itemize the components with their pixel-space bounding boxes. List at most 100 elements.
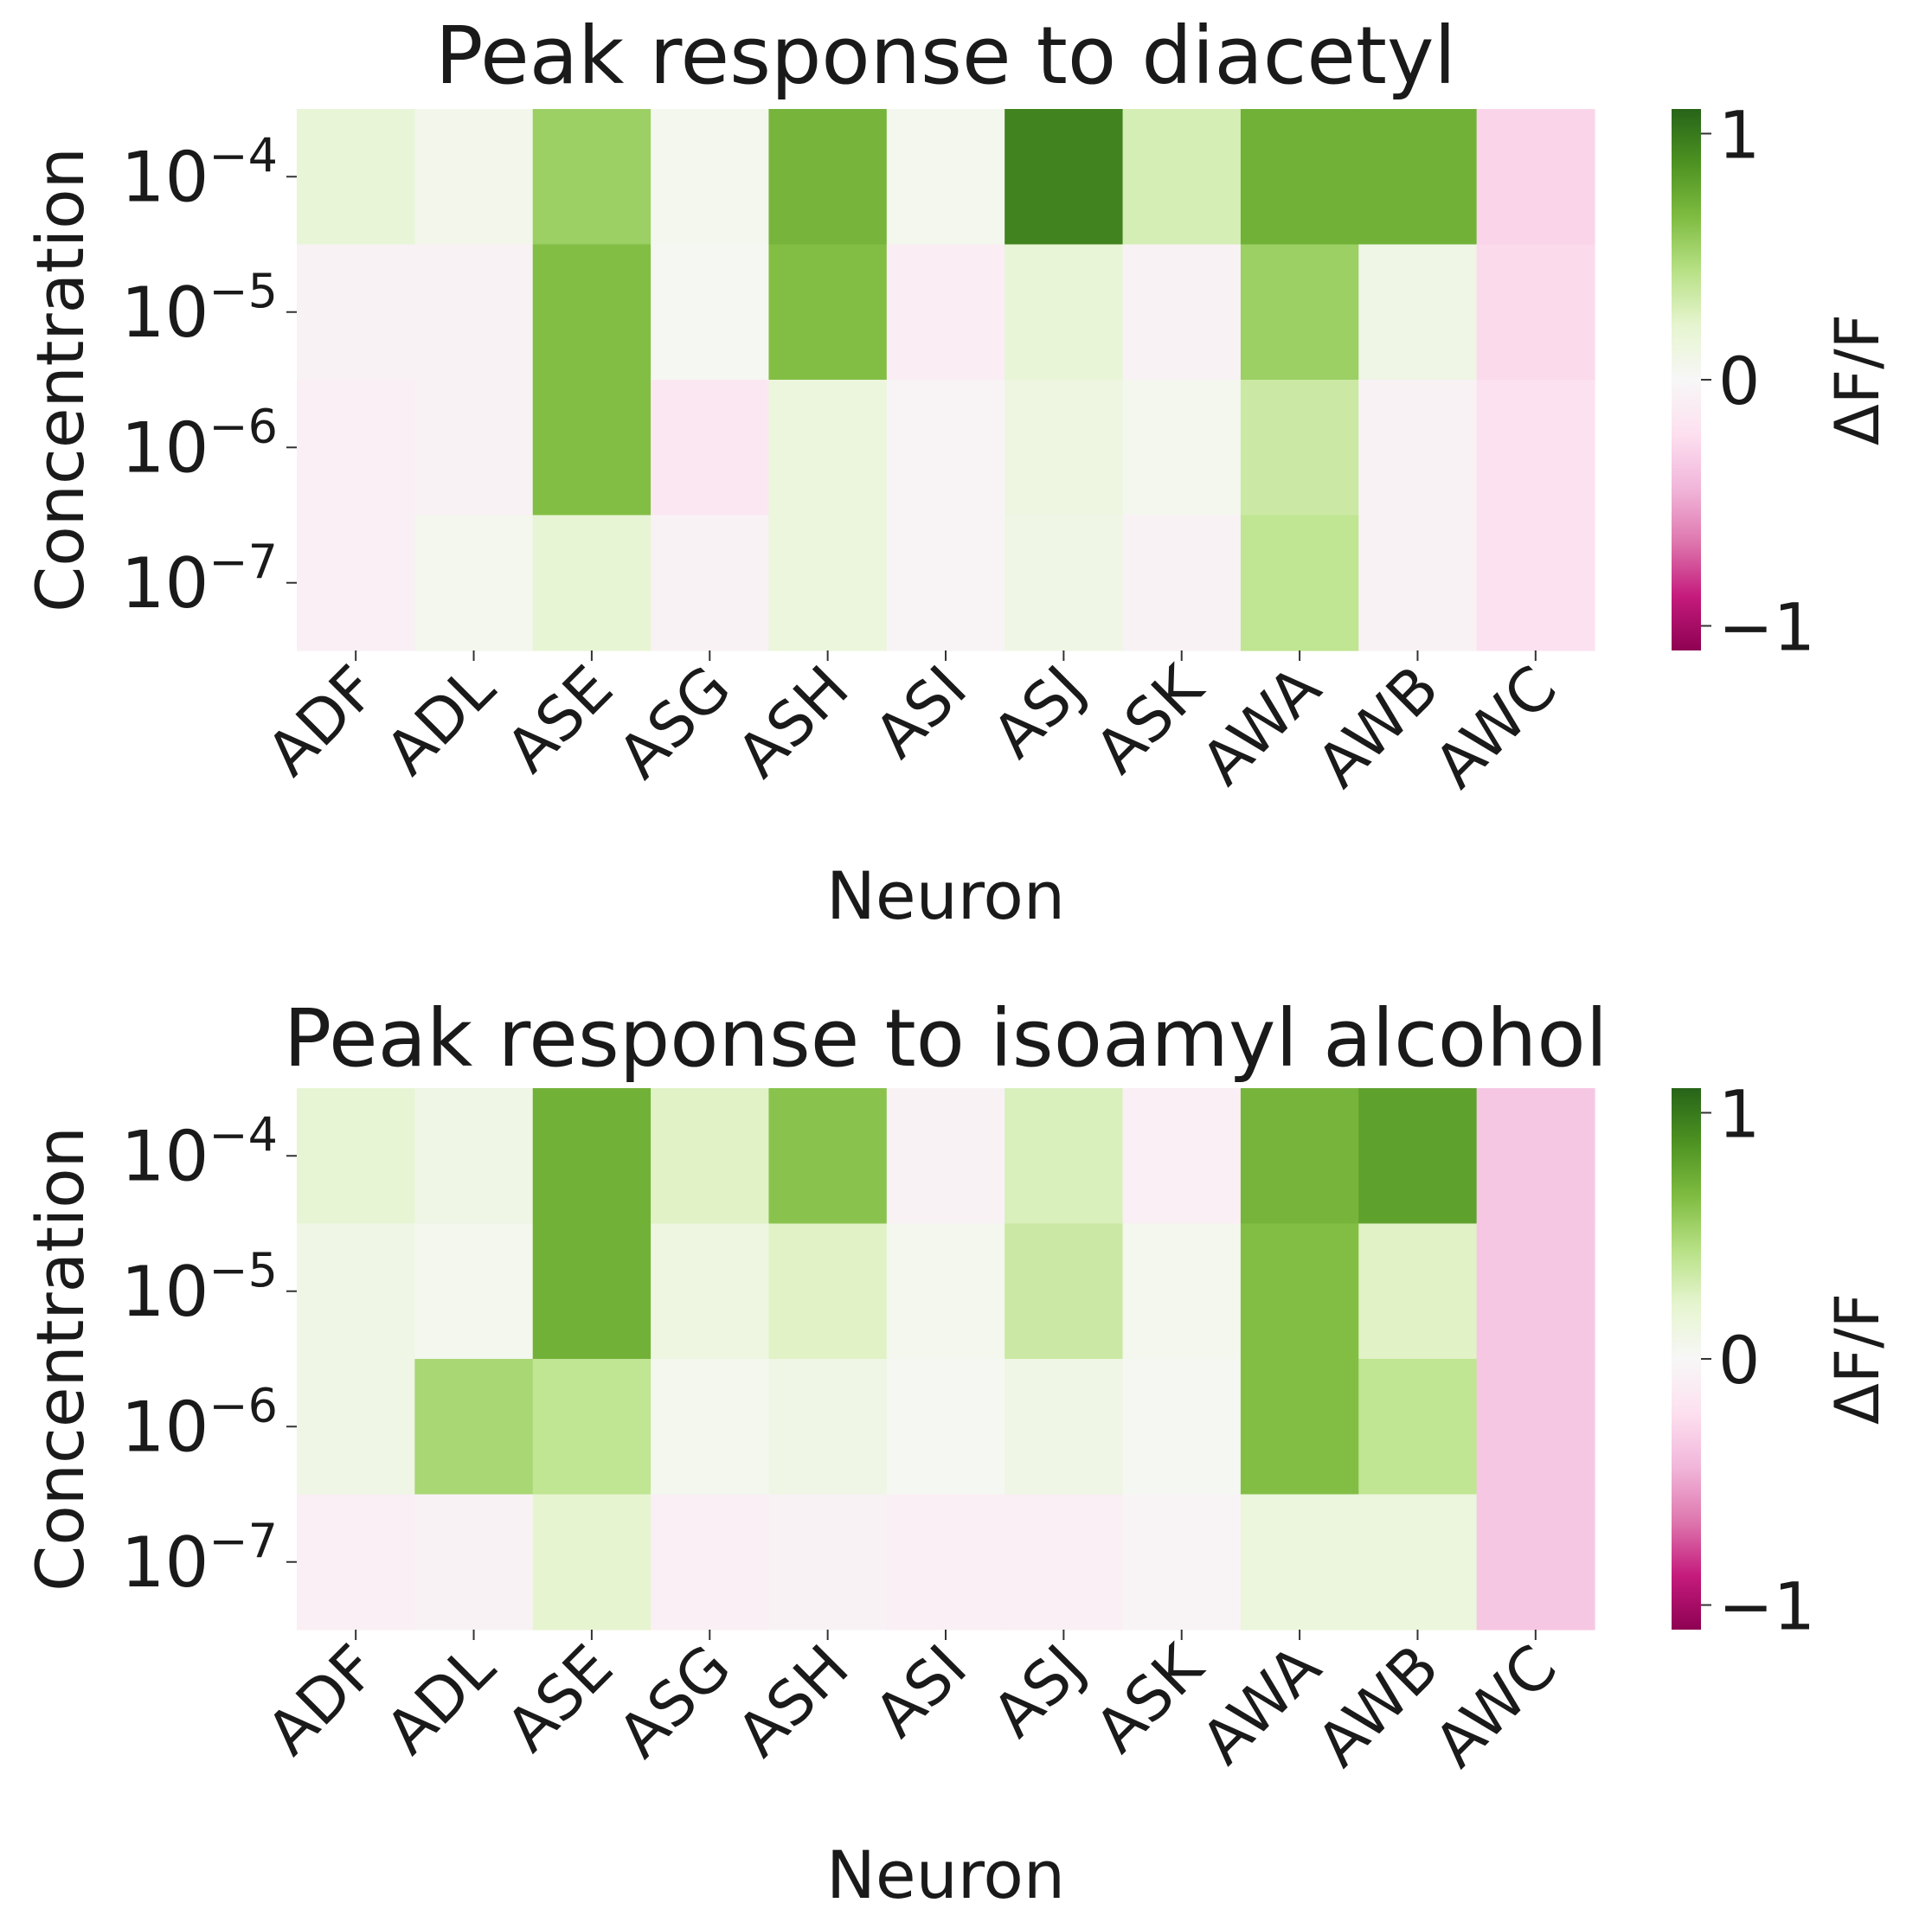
heatmap-cell-ASK-row1	[1122, 109, 1242, 246]
heatmap-panel-1: Peak response to diacetyl10−410−510−610−…	[22, 10, 1893, 934]
heatmap-cell-ASJ-row3	[1005, 1359, 1124, 1496]
x-axis-label: Neuron	[826, 857, 1065, 934]
heatmap-cell-ADF-row4	[297, 515, 415, 651]
heatmap-cell-AWC-row2	[1476, 1223, 1595, 1360]
heatmap-cell-AWA-row4	[1240, 515, 1359, 651]
heatmap-cell-ADF-row1	[297, 1088, 415, 1225]
heatmap-cell-ASJ-row2	[1005, 1223, 1124, 1360]
heatmap-cell-ASI-row3	[886, 380, 1005, 516]
chart-title: Peak response to isoamyl alcohol	[284, 992, 1608, 1085]
heatmap-cell-ASE-row4	[532, 1494, 651, 1630]
heatmap-cells	[297, 1088, 1595, 1630]
heatmap-cell-ASH-row4	[768, 515, 888, 651]
heatmap-cell-AWB-row1	[1358, 109, 1478, 246]
y-axis-label: Concentration	[22, 1126, 99, 1592]
colorbar-label: ΔF/F	[1822, 314, 1893, 445]
x-axis-label: Neuron	[826, 1836, 1065, 1913]
colorbar-label: ΔF/F	[1822, 1293, 1893, 1425]
heatmap-cell-ADF-row2	[297, 244, 415, 381]
heatmap-cell-ASG-row3	[651, 1359, 770, 1496]
heatmap-cell-ASE-row4	[532, 515, 651, 651]
heatmap-cell-ASE-row3	[532, 380, 651, 516]
heatmap-cell-ADL-row4	[414, 1494, 534, 1630]
heatmap-cell-ASH-row3	[768, 1359, 888, 1496]
heatmap-cell-ADF-row4	[297, 1494, 415, 1630]
heatmap-cell-AWC-row4	[1476, 515, 1595, 651]
y-tick-label: 10−6	[121, 1378, 278, 1467]
heatmap-cell-ASE-row2	[532, 244, 651, 381]
y-axis-label: Concentration	[22, 147, 99, 612]
heatmap-cell-ADL-row2	[414, 244, 534, 381]
heatmap-cell-ASK-row2	[1122, 1223, 1242, 1360]
heatmap-cell-ADL-row1	[414, 109, 534, 246]
heatmap-cell-ADL-row2	[414, 1223, 534, 1360]
heatmap-cell-AWB-row4	[1358, 1494, 1478, 1630]
heatmap-cell-AWA-row3	[1240, 380, 1359, 516]
heatmap-cell-AWC-row2	[1476, 244, 1595, 381]
heatmap-cell-ADF-row2	[297, 1223, 415, 1360]
heatmap-cell-ASG-row4	[651, 1494, 770, 1630]
chart-title: Peak response to diacetyl	[435, 10, 1456, 102]
heatmap-cell-ASH-row1	[768, 1088, 888, 1225]
heatmap-cell-ASH-row4	[768, 1494, 888, 1630]
heatmap-cell-ASG-row2	[651, 244, 770, 381]
heatmap-cell-AWA-row2	[1240, 1223, 1359, 1360]
heatmap-cell-ASK-row4	[1122, 1494, 1242, 1630]
heatmap-cell-ASJ-row1	[1005, 109, 1124, 246]
heatmap-cell-ASJ-row4	[1005, 1494, 1124, 1630]
colorbar-tick-label: 0	[1718, 343, 1760, 420]
heatmap-cell-AWA-row2	[1240, 244, 1359, 381]
heatmap-cell-ASI-row4	[886, 515, 1005, 651]
heatmap-cell-AWB-row2	[1358, 244, 1478, 381]
heatmap-cell-ASG-row1	[651, 109, 770, 246]
heatmap-cell-ASE-row1	[532, 109, 651, 246]
heatmap-cell-ASG-row4	[651, 515, 770, 651]
y-tick-label: 10−6	[121, 399, 278, 488]
heatmap-cell-ADF-row1	[297, 109, 415, 246]
heatmap-cell-AWB-row3	[1358, 1359, 1478, 1496]
colorbar-tick-label: −1	[1718, 1568, 1815, 1645]
heatmap-cell-AWA-row1	[1240, 1088, 1359, 1225]
colorbar: 1 0 −1 ΔF/F	[1672, 96, 1893, 666]
heatmap-cell-AWB-row4	[1358, 515, 1478, 651]
heatmap-cell-ASI-row2	[886, 244, 1005, 381]
heatmap-cell-ASK-row1	[1122, 1088, 1242, 1225]
y-tick-label: 10−5	[121, 264, 278, 353]
heatmap-cell-ASK-row3	[1122, 380, 1242, 516]
colorbar-tick-label: 1	[1718, 1075, 1760, 1152]
colorbar-gradient	[1672, 1088, 1701, 1630]
y-tick-labels: 10−4 10−5 10−6 10−7	[121, 128, 297, 624]
heatmap-cells	[297, 109, 1595, 651]
heatmap-cell-ASG-row2	[651, 1223, 770, 1360]
heatmap-cell-ASK-row2	[1122, 244, 1242, 381]
heatmap-cell-AWA-row3	[1240, 1359, 1359, 1496]
heatmap-cell-AWC-row1	[1476, 1088, 1595, 1225]
heatmap-cell-AWB-row1	[1358, 1088, 1478, 1225]
heatmap-cell-ASI-row1	[886, 1088, 1005, 1225]
heatmap-cell-ASE-row3	[532, 1359, 651, 1496]
heatmap-cell-ASI-row3	[886, 1359, 1005, 1496]
heatmap-cell-ASJ-row2	[1005, 244, 1124, 381]
heatmap-cell-ASK-row4	[1122, 515, 1242, 651]
heatmap-cell-ASI-row4	[886, 1494, 1005, 1630]
heatmap-cell-ASE-row1	[532, 1088, 651, 1225]
heatmap-cell-ASH-row3	[768, 380, 888, 516]
heatmap-cell-ASJ-row4	[1005, 515, 1124, 651]
heatmap-cell-AWB-row2	[1358, 1223, 1478, 1360]
heatmap-cell-AWB-row3	[1358, 380, 1478, 516]
heatmap-cell-AWA-row4	[1240, 1494, 1359, 1630]
heatmap-cell-ADF-row3	[297, 380, 415, 516]
heatmap-cell-AWA-row1	[1240, 109, 1359, 246]
heatmap-cell-ASK-row3	[1122, 1359, 1242, 1496]
heatmap-cell-ASH-row2	[768, 244, 888, 381]
heatmap-cell-ADF-row3	[297, 1359, 415, 1496]
heatmap-cell-ASH-row2	[768, 1223, 888, 1360]
heatmap-cell-ASG-row3	[651, 380, 770, 516]
heatmap-cell-AWC-row3	[1476, 380, 1595, 516]
colorbar-gradient	[1672, 109, 1701, 650]
y-tick-label: 10−5	[121, 1243, 278, 1332]
heatmap-cell-ASG-row1	[651, 1088, 770, 1225]
heatmap-cell-ADL-row4	[414, 515, 534, 651]
heatmap-cell-ASI-row2	[886, 1223, 1005, 1360]
